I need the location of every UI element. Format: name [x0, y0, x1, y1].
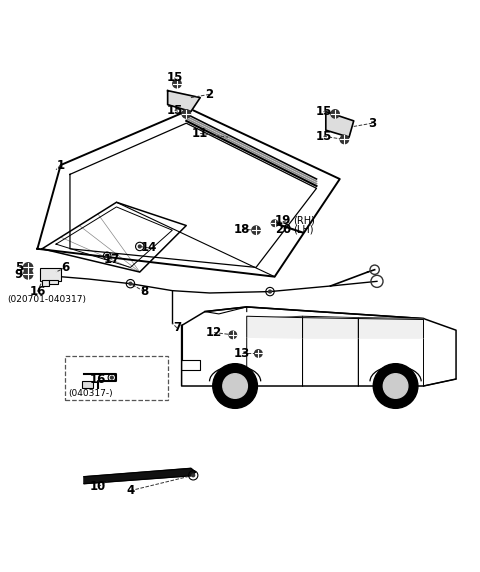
- Text: 17: 17: [104, 252, 120, 265]
- Text: 12: 12: [206, 326, 222, 339]
- Bar: [49, 280, 59, 284]
- Polygon shape: [359, 319, 423, 338]
- Text: 1: 1: [57, 158, 65, 172]
- Polygon shape: [181, 307, 456, 386]
- Text: 18: 18: [234, 223, 250, 236]
- Circle shape: [24, 263, 33, 272]
- Circle shape: [173, 80, 181, 88]
- Bar: [42, 280, 49, 286]
- Circle shape: [269, 290, 271, 293]
- Text: (040317-): (040317-): [69, 390, 113, 399]
- Text: 9: 9: [15, 268, 23, 281]
- Text: 11: 11: [192, 127, 208, 140]
- Circle shape: [331, 110, 339, 118]
- Text: 16: 16: [29, 285, 46, 298]
- Circle shape: [340, 136, 348, 144]
- Text: 8: 8: [140, 285, 148, 298]
- Text: (LH): (LH): [293, 224, 314, 235]
- Text: 20: 20: [275, 223, 291, 236]
- Circle shape: [213, 364, 257, 408]
- Circle shape: [271, 220, 278, 227]
- Text: 15: 15: [315, 130, 332, 143]
- Text: 13: 13: [234, 347, 250, 360]
- Circle shape: [138, 245, 141, 248]
- Circle shape: [24, 270, 33, 279]
- Text: 14: 14: [141, 241, 157, 255]
- Circle shape: [373, 364, 418, 408]
- Circle shape: [129, 282, 132, 285]
- Text: 4: 4: [126, 484, 134, 497]
- Text: 5: 5: [15, 261, 23, 274]
- Bar: [40, 268, 60, 281]
- Text: 15: 15: [167, 104, 183, 117]
- Polygon shape: [84, 468, 195, 484]
- Polygon shape: [302, 317, 359, 338]
- Circle shape: [252, 226, 260, 235]
- Text: 7: 7: [173, 321, 181, 335]
- Polygon shape: [326, 112, 354, 137]
- Circle shape: [110, 376, 113, 379]
- Bar: [65, 356, 168, 400]
- Circle shape: [106, 255, 108, 257]
- Circle shape: [384, 374, 408, 398]
- Text: 3: 3: [368, 117, 376, 130]
- Text: 2: 2: [205, 88, 214, 101]
- Text: 6: 6: [61, 261, 70, 274]
- Circle shape: [254, 349, 262, 357]
- Text: 15: 15: [167, 71, 183, 84]
- Circle shape: [223, 374, 247, 398]
- Circle shape: [229, 331, 237, 339]
- Text: (RH): (RH): [293, 216, 315, 226]
- Bar: [82, 382, 93, 388]
- Polygon shape: [247, 316, 302, 338]
- Circle shape: [182, 110, 191, 118]
- Circle shape: [192, 474, 194, 476]
- Text: 16: 16: [90, 372, 106, 386]
- Text: (020701-040317): (020701-040317): [7, 295, 86, 304]
- Text: 19: 19: [275, 214, 291, 228]
- Text: 10: 10: [90, 480, 106, 494]
- Text: 15: 15: [315, 105, 332, 118]
- Polygon shape: [168, 90, 200, 112]
